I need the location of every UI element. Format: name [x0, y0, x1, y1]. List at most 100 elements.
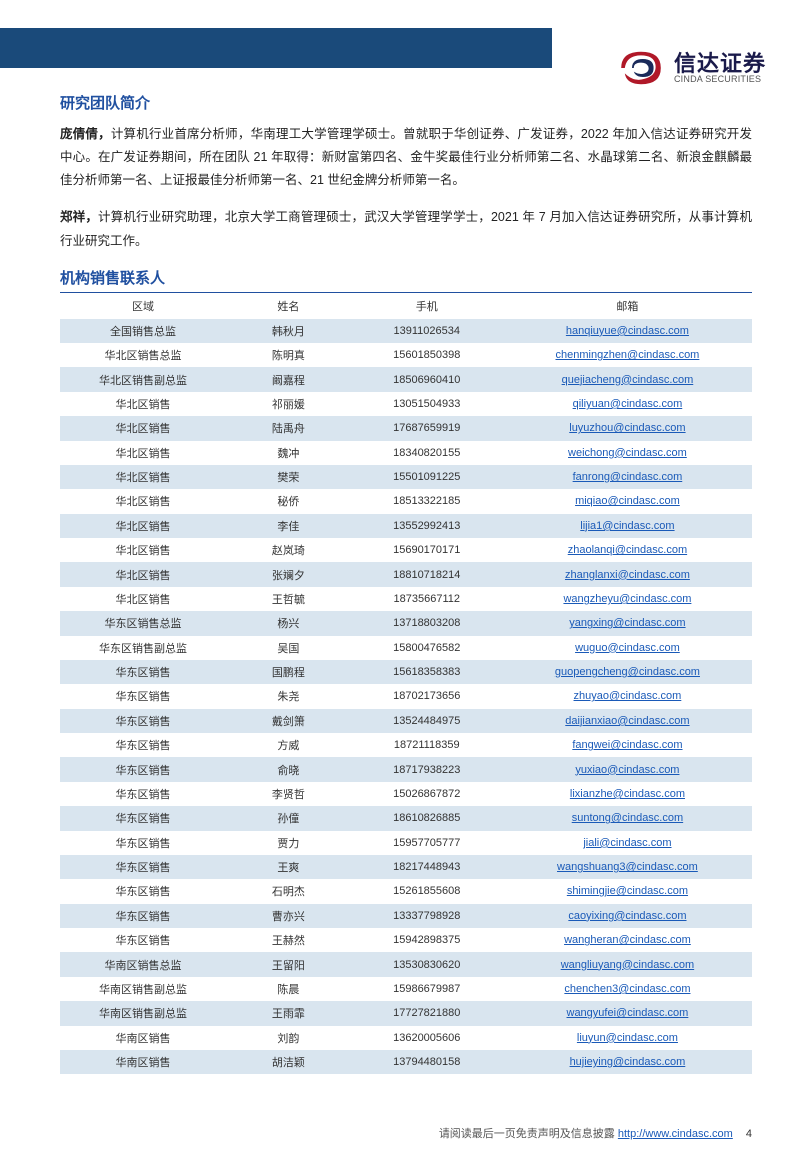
cell-region: 华东区销售副总监	[60, 636, 226, 660]
page-footer: 请阅读最后一页免责声明及信息披露 http://www.cindasc.com …	[439, 1125, 752, 1141]
email-link[interactable]: wangyufei@cindasc.com	[567, 1007, 689, 1019]
table-row: 全国销售总监韩秋月13911026534hanqiuyue@cindasc.co…	[60, 319, 752, 343]
company-url[interactable]: http://www.cindasc.com	[618, 1128, 733, 1140]
email-link[interactable]: qiliyuan@cindasc.com	[573, 398, 683, 410]
cell-name: 韩秋月	[226, 319, 351, 343]
email-link[interactable]: lijia1@cindasc.com	[580, 520, 674, 532]
email-link[interactable]: daijianxiao@cindasc.com	[565, 715, 689, 727]
cell-phone: 18717938223	[351, 757, 503, 781]
cell-name: 杨兴	[226, 611, 351, 635]
table-header-row: 区域 姓名 手机 邮箱	[60, 293, 752, 319]
email-link[interactable]: quejiacheng@cindasc.com	[562, 374, 694, 386]
cell-email: suntong@cindasc.com	[503, 806, 752, 830]
table-row: 华东区销售俞晓18717938223yuxiao@cindasc.com	[60, 757, 752, 781]
cell-phone: 13051504933	[351, 392, 503, 416]
email-link[interactable]: caoyixing@cindasc.com	[568, 910, 686, 922]
cell-name: 王赫然	[226, 928, 351, 952]
email-link[interactable]: chenmingzhen@cindasc.com	[556, 349, 700, 361]
cell-name: 陈晨	[226, 977, 351, 1001]
cell-email: lijia1@cindasc.com	[503, 514, 752, 538]
cell-email: wuguo@cindasc.com	[503, 636, 752, 660]
email-link[interactable]: fangwei@cindasc.com	[572, 739, 682, 751]
table-row: 华北区销售魏冲18340820155weichong@cindasc.com	[60, 441, 752, 465]
cell-name: 张斓夕	[226, 562, 351, 586]
cell-name: 阚嘉程	[226, 367, 351, 391]
cell-phone: 15942898375	[351, 928, 503, 952]
email-link[interactable]: wangshuang3@cindasc.com	[557, 861, 698, 873]
cell-phone: 13530830620	[351, 952, 503, 976]
table-row: 华东区销售王爽18217448943wangshuang3@cindasc.co…	[60, 855, 752, 879]
cell-phone: 18810718214	[351, 562, 503, 586]
col-region: 区域	[60, 293, 226, 319]
cell-phone: 15261855608	[351, 879, 503, 903]
cell-region: 华东区销售总监	[60, 611, 226, 635]
email-link[interactable]: miqiao@cindasc.com	[575, 495, 680, 507]
cell-phone: 13620005606	[351, 1026, 503, 1050]
table-row: 华东区销售方威18721118359fangwei@cindasc.com	[60, 733, 752, 757]
table-row: 华东区销售副总监吴国15800476582wuguo@cindasc.com	[60, 636, 752, 660]
email-link[interactable]: yangxing@cindasc.com	[569, 617, 685, 629]
email-link[interactable]: weichong@cindasc.com	[568, 447, 687, 459]
cell-phone: 15690170171	[351, 538, 503, 562]
table-row: 华东区销售国鹏程15618358383guopengcheng@cindasc.…	[60, 660, 752, 684]
email-link[interactable]: zhanglanxi@cindasc.com	[565, 569, 690, 581]
cell-region: 华北区销售	[60, 392, 226, 416]
cell-email: miqiao@cindasc.com	[503, 489, 752, 513]
cell-email: quejiacheng@cindasc.com	[503, 367, 752, 391]
cell-email: daijianxiao@cindasc.com	[503, 709, 752, 733]
analyst-bio: 郑祥，计算机行业研究助理，北京大学工商管理硕士，武汉大学管理学学士，2021 年…	[60, 206, 752, 252]
page-number: 4	[746, 1128, 752, 1140]
cell-email: wangyufei@cindasc.com	[503, 1001, 752, 1025]
cell-region: 华东区销售	[60, 684, 226, 708]
cell-email: yuxiao@cindasc.com	[503, 757, 752, 781]
cell-region: 华北区销售副总监	[60, 367, 226, 391]
cell-name: 石明杰	[226, 879, 351, 903]
cell-name: 刘韵	[226, 1026, 351, 1050]
email-link[interactable]: hanqiuyue@cindasc.com	[566, 325, 689, 337]
cell-email: shimingjie@cindasc.com	[503, 879, 752, 903]
analyst-bio: 庞倩倩，计算机行业首席分析师，华南理工大学管理学硕士。曾就职于华创证券、广发证券…	[60, 123, 752, 192]
email-link[interactable]: luyuzhou@cindasc.com	[569, 422, 685, 434]
cell-email: chenchen3@cindasc.com	[503, 977, 752, 1001]
cell-name: 秘侨	[226, 489, 351, 513]
email-link[interactable]: shimingjie@cindasc.com	[567, 885, 688, 897]
table-row: 华北区销售王哲毓18735667112wangzheyu@cindasc.com	[60, 587, 752, 611]
email-link[interactable]: liuyun@cindasc.com	[577, 1032, 678, 1044]
cell-name: 祁丽媛	[226, 392, 351, 416]
cell-phone: 17727821880	[351, 1001, 503, 1025]
table-row: 华南区销售胡洁颖13794480158hujieying@cindasc.com	[60, 1050, 752, 1074]
header-bar	[0, 28, 552, 68]
email-link[interactable]: chenchen3@cindasc.com	[564, 983, 690, 995]
email-link[interactable]: wangzheyu@cindasc.com	[563, 593, 691, 605]
email-link[interactable]: hujieying@cindasc.com	[570, 1056, 686, 1068]
cell-region: 华东区销售	[60, 757, 226, 781]
cell-email: hanqiuyue@cindasc.com	[503, 319, 752, 343]
email-link[interactable]: wangheran@cindasc.com	[564, 934, 691, 946]
table-row: 华东区销售石明杰15261855608shimingjie@cindasc.co…	[60, 879, 752, 903]
email-link[interactable]: zhaolanqi@cindasc.com	[568, 544, 687, 556]
cell-phone: 13337798928	[351, 904, 503, 928]
table-row: 华北区销售副总监阚嘉程18506960410 quejiacheng@cindas…	[60, 367, 752, 391]
cell-name: 王留阳	[226, 952, 351, 976]
email-link[interactable]: wuguo@cindasc.com	[575, 642, 680, 654]
cell-region: 全国销售总监	[60, 319, 226, 343]
cell-name: 王爽	[226, 855, 351, 879]
cell-phone: 15986679987	[351, 977, 503, 1001]
cell-phone: 18506960410	[351, 367, 503, 391]
email-link[interactable]: fanrong@cindasc.com	[573, 471, 683, 483]
email-link[interactable]: zhuyao@cindasc.com	[574, 690, 682, 702]
cell-name: 李佳	[226, 514, 351, 538]
email-link[interactable]: wangliuyang@cindasc.com	[561, 959, 694, 971]
table-row: 华北区销售赵岚琦15690170171zhaolanqi@cindasc.com	[60, 538, 752, 562]
email-link[interactable]: lixianzhe@cindasc.com	[570, 788, 685, 800]
cell-phone: 18735667112	[351, 587, 503, 611]
email-link[interactable]: jiali@cindasc.com	[583, 837, 671, 849]
cell-email: liuyun@cindasc.com	[503, 1026, 752, 1050]
disclaimer-text: 请阅读最后一页免责声明及信息披露	[439, 1128, 615, 1140]
email-link[interactable]: guopengcheng@cindasc.com	[555, 666, 700, 678]
cell-email: luyuzhou@cindasc.com	[503, 416, 752, 440]
cell-name: 方威	[226, 733, 351, 757]
email-link[interactable]: suntong@cindasc.com	[572, 812, 683, 824]
table-row: 华东区销售戴剑箫13524484975daijianxiao@cindasc.c…	[60, 709, 752, 733]
email-link[interactable]: yuxiao@cindasc.com	[575, 764, 679, 776]
